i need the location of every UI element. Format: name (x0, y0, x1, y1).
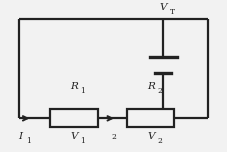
Text: 2: 2 (157, 136, 162, 145)
Bar (127, 109, 174, 127)
Bar (50, 109, 98, 127)
Text: R: R (70, 82, 78, 91)
Text: 1: 1 (26, 136, 31, 145)
Text: V: V (147, 132, 155, 141)
Text: 2: 2 (157, 87, 162, 95)
Text: 1: 1 (80, 87, 85, 95)
Text: 1: 1 (80, 136, 85, 145)
Text: V: V (159, 3, 167, 12)
Text: I: I (18, 132, 22, 141)
Text: V: V (70, 132, 78, 141)
Text: R: R (147, 82, 155, 91)
Text: T: T (169, 8, 175, 16)
Text: 2: 2 (111, 133, 116, 141)
